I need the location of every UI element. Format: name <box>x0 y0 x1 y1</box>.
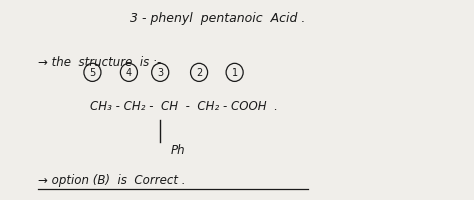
Text: 1: 1 <box>232 68 237 78</box>
Text: CH₃ - CH₂ -  CH  -  CH₂ - COOH  .: CH₃ - CH₂ - CH - CH₂ - COOH . <box>90 100 278 112</box>
Text: → the  structure  is :-: → the structure is :- <box>38 56 161 68</box>
Text: 3: 3 <box>157 68 163 78</box>
Text: 4: 4 <box>126 68 132 78</box>
Text: 2: 2 <box>196 68 202 78</box>
Text: 3 - phenyl  pentanoic  Acid .: 3 - phenyl pentanoic Acid . <box>130 12 306 24</box>
Text: Ph: Ph <box>171 144 185 156</box>
Text: → option (B)  is  Correct .: → option (B) is Correct . <box>38 174 185 186</box>
Text: 5: 5 <box>89 68 96 78</box>
